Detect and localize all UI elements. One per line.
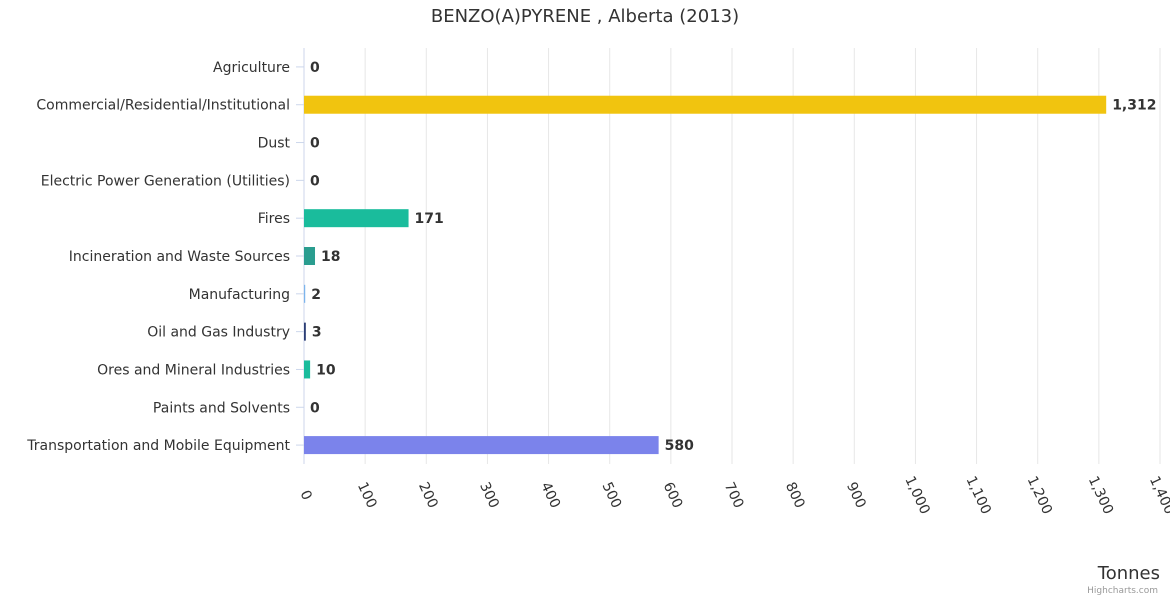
category-label: Fires bbox=[258, 211, 290, 227]
data-label: 0 bbox=[310, 136, 320, 152]
chart-title: BENZO(A)PYRENE , Alberta (2013) bbox=[430, 6, 740, 27]
bar bbox=[304, 209, 409, 228]
x-tick-label: 800 bbox=[782, 480, 808, 511]
x-tick-label: 300 bbox=[476, 480, 502, 511]
category-label: Electric Power Generation (Utilities) bbox=[41, 173, 290, 189]
bar bbox=[304, 247, 316, 265]
bar bbox=[304, 360, 311, 379]
x-tick-label: 1,400 bbox=[1146, 474, 1170, 517]
data-label: 580 bbox=[665, 438, 694, 454]
x-tick-label: 600 bbox=[660, 480, 686, 511]
x-tick-label: 100 bbox=[354, 480, 380, 511]
bar bbox=[304, 284, 306, 303]
data-label: 3 bbox=[312, 325, 322, 341]
x-tick-label: 500 bbox=[598, 480, 624, 511]
category-label: Oil and Gas Industry bbox=[147, 325, 290, 341]
x-tick-label: 400 bbox=[537, 480, 563, 511]
data-label: 0 bbox=[310, 60, 320, 76]
data-label: 10 bbox=[316, 362, 336, 378]
data-label: 1,312 bbox=[1112, 98, 1156, 114]
x-tick-label: 700 bbox=[721, 480, 747, 511]
data-label: 18 bbox=[321, 249, 340, 265]
category-label: Transportation and Mobile Equipment bbox=[26, 438, 290, 454]
x-tick-label: 200 bbox=[415, 480, 441, 511]
highcharts-credit[interactable]: Highcharts.com bbox=[1087, 586, 1158, 596]
x-tick-label: 1,300 bbox=[1085, 474, 1116, 517]
x-axis-title: Tonnes bbox=[1097, 563, 1160, 584]
category-label: Paints and Solvents bbox=[153, 400, 290, 416]
category-label: Dust bbox=[258, 136, 291, 152]
x-tick-label: 900 bbox=[843, 480, 869, 511]
category-label: Ores and Mineral Industries bbox=[97, 362, 290, 378]
data-label: 171 bbox=[415, 211, 444, 227]
data-label: 0 bbox=[310, 400, 320, 416]
x-tick-label: 1,000 bbox=[901, 474, 932, 517]
bar bbox=[304, 436, 659, 455]
category-label: Incineration and Waste Sources bbox=[69, 249, 290, 265]
category-label: Manufacturing bbox=[189, 287, 290, 303]
x-tick-label: 0 bbox=[296, 488, 314, 503]
bar bbox=[304, 322, 306, 341]
category-label: Agriculture bbox=[213, 60, 290, 76]
x-tick-label: 1,200 bbox=[1024, 474, 1055, 517]
bar bbox=[304, 95, 1107, 114]
x-tick-label: 1,100 bbox=[962, 474, 993, 517]
category-label: Commercial/Residential/Institutional bbox=[36, 98, 290, 114]
data-label: 0 bbox=[310, 173, 320, 189]
data-label: 2 bbox=[311, 287, 321, 303]
